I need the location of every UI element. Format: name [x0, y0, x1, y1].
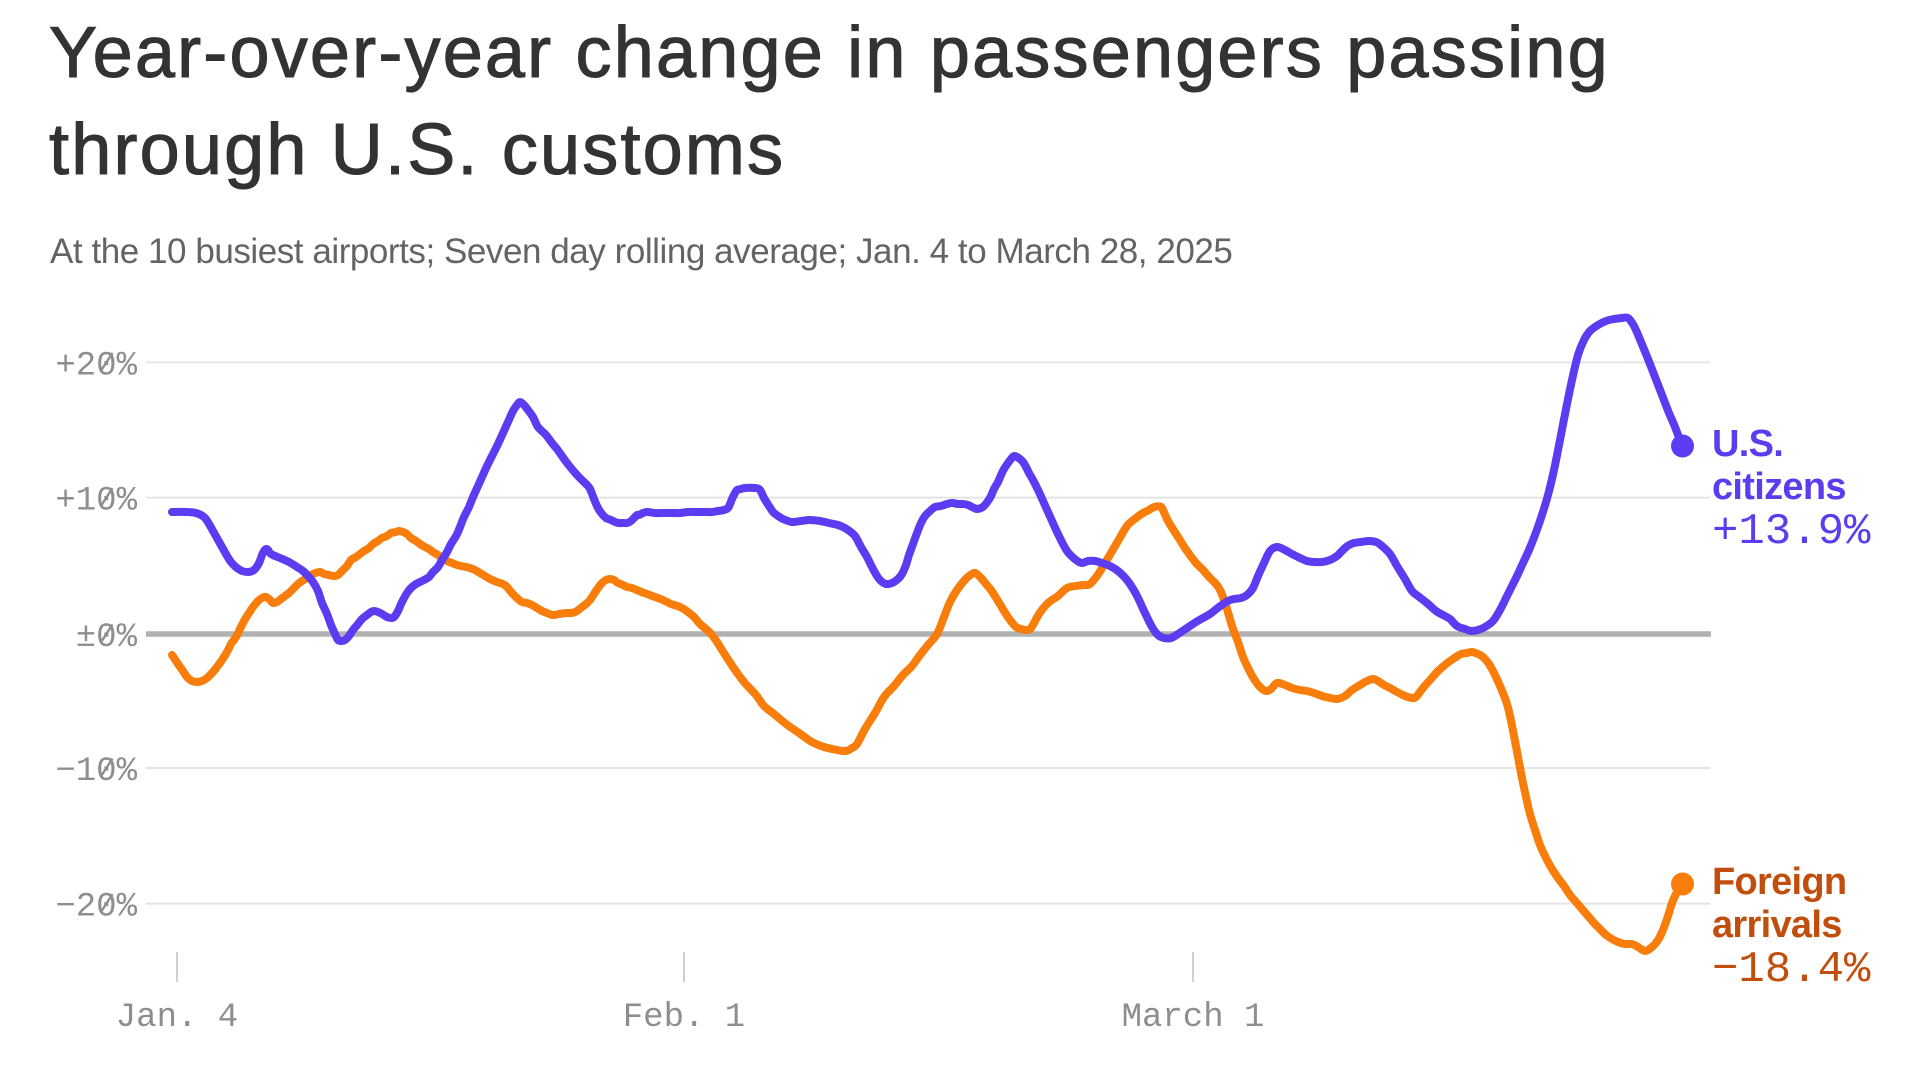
svg-text:−20%: −20% — [55, 889, 137, 927]
svg-text:Feb. 1: Feb. 1 — [623, 999, 745, 1037]
svg-text:Jan. 4: Jan. 4 — [116, 999, 238, 1037]
svg-text:−18.4%: −18.4% — [1712, 945, 1871, 995]
svg-text:+10%: +10% — [55, 483, 137, 521]
svg-text:citizens: citizens — [1712, 466, 1846, 508]
svg-text:through U.S. customs: through U.S. customs — [49, 110, 785, 190]
svg-text:At the 10 busiest airports; Se: At the 10 busiest airports; Seven day ro… — [50, 232, 1232, 271]
svg-text:arrivals: arrivals — [1712, 904, 1842, 946]
svg-text:+13.9%: +13.9% — [1712, 507, 1871, 557]
svg-text:Year-over-year change in passe: Year-over-year change in passengers pass… — [49, 13, 1610, 93]
svg-text:U.S.: U.S. — [1712, 423, 1783, 465]
svg-text:−10%: −10% — [55, 753, 137, 791]
svg-text:±0%: ±0% — [76, 619, 138, 657]
svg-text:Foreign: Foreign — [1712, 861, 1846, 903]
svg-text:+20%: +20% — [55, 347, 137, 385]
svg-text:March 1: March 1 — [1122, 999, 1265, 1037]
